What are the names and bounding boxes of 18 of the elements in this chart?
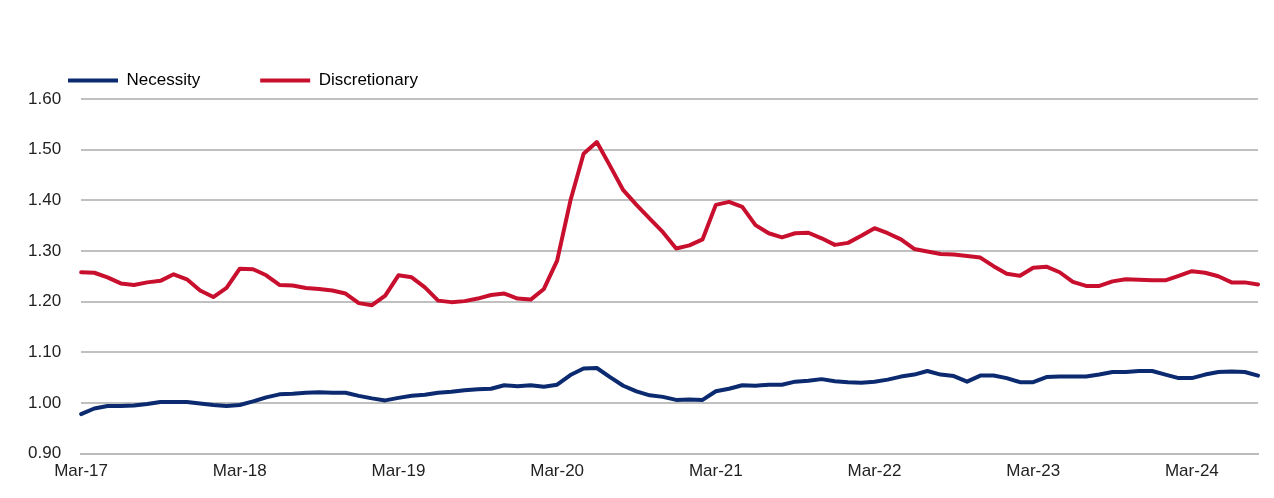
x-tick-label: Mar-21 (688, 461, 743, 481)
x-tick-label: Mar-22 (847, 461, 902, 481)
legend-label: Discretionary (318, 70, 419, 90)
y-tick-label: 1.00 (27, 392, 62, 412)
y-tick-label: 0.90 (27, 443, 62, 463)
x-tick-label: Mar-19 (371, 461, 426, 481)
x-tick-label: Mar-20 (530, 461, 585, 481)
y-tick-label: 1.50 (27, 139, 62, 159)
legend-label: Necessity (126, 70, 201, 90)
x-tick-label: Mar-18 (212, 461, 267, 481)
y-tick-label: 1.40 (27, 190, 62, 209)
y-tick-label: 1.10 (27, 341, 62, 361)
x-tick-label: Mar-24 (1164, 461, 1219, 481)
y-tick-label: 1.30 (27, 240, 62, 260)
y-tick-label: 1.60 (27, 88, 62, 108)
y-tick-label: 1.20 (27, 291, 62, 311)
x-tick-label: Mar-17 (54, 461, 109, 481)
x-tick-label: Mar-23 (1006, 461, 1061, 481)
